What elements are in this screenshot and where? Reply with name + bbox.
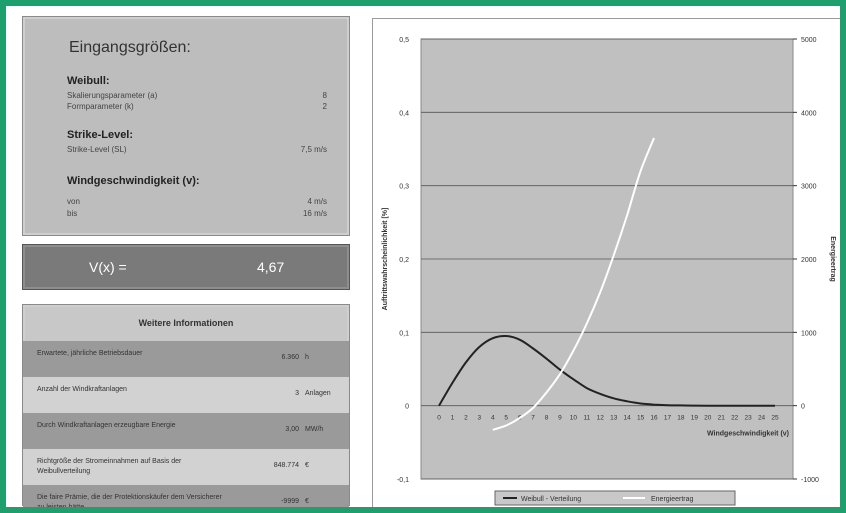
x-tick-label: 10 <box>570 415 578 422</box>
x-tick-label: 5 <box>504 415 508 422</box>
y2-tick-label: 5000 <box>801 37 817 44</box>
y-tick-label: 0,5 <box>399 37 409 44</box>
x-tick-label: 25 <box>771 415 779 422</box>
scale-parameter-value[interactable]: 8 <box>322 91 327 100</box>
strike-level-label: Strike-Level (SL) <box>67 145 127 154</box>
y-tick-label: 0 <box>405 404 409 411</box>
x-tick-label: 0 <box>437 415 441 422</box>
x-tick-label: 19 <box>691 415 699 422</box>
legend-label-energy: Energieertrag <box>651 496 694 503</box>
info-row-turbine-count: Anzahl der Windkraftanlagen 3 Anlagen <box>23 377 349 413</box>
shape-parameter-label: Formparameter (k) <box>67 102 134 111</box>
shape-parameter-value[interactable]: 2 <box>322 102 327 111</box>
x-tick-label: 24 <box>758 415 766 422</box>
further-info-panel: Weitere Informationen Erwartete, jährlic… <box>22 304 350 507</box>
y-tick-label: 0,2 <box>399 257 409 264</box>
left-panel: Eingangsgrößen: Weibull: Skalierungspara… <box>6 6 366 507</box>
result-panel: V(x) = 4,67 <box>22 244 350 290</box>
x-tick-label: 15 <box>637 415 645 422</box>
x-tick-label: 1 <box>451 415 455 422</box>
x-axis-label: Windgeschwindigkeit (v) <box>707 431 789 438</box>
strike-level-heading: Strike-Level: <box>67 129 134 141</box>
weibull-chart: -0,1 0 0,1 0,2 0,3 0,4 0,5 -1000 0 1000 2000 3000 4… <box>372 18 840 507</box>
strike-level-row: Strike-Level (SL) 7,5 m/s <box>67 145 327 157</box>
scale-parameter-label: Skalierungsparameter (a) <box>67 91 158 100</box>
info-value: 3,00 <box>285 426 299 433</box>
x-tick-label: 14 <box>624 415 632 422</box>
result-label: V(x) = <box>89 259 127 275</box>
wind-from-label: von <box>67 197 80 206</box>
info-row-operating-hours: Erwartete, jährliche Betriebsdauer 6.360… <box>23 341 349 377</box>
x-tick-label: 23 <box>745 415 753 422</box>
y2-tick-label: 0 <box>801 404 805 411</box>
x-tick-label: 13 <box>610 415 618 422</box>
x-tick-label: 21 <box>718 415 726 422</box>
x-tick-label: 7 <box>531 415 535 422</box>
y-axis-label: Auftrittswahrscheinlichkeit [%] <box>382 208 389 311</box>
chart-legend: Weibull - Verteilung Energieertrag <box>494 490 736 506</box>
y2-tick-label: 2000 <box>801 257 817 264</box>
x-tick-label: 11 <box>583 415 590 422</box>
y2-tick-label: -1000 <box>801 477 819 484</box>
legend-box <box>494 490 736 506</box>
info-label: Durch Windkraftanlagen erzeugbare Energi… <box>37 422 176 429</box>
x-tick-label: 20 <box>704 415 712 422</box>
wind-from-value[interactable]: 4 m/s <box>307 197 327 206</box>
weibull-heading: Weibull: <box>67 75 110 87</box>
inputs-title: Eingangsgrößen: <box>69 39 191 56</box>
x-tick-label: 18 <box>677 415 685 422</box>
x-tick-label: 3 <box>478 415 482 422</box>
info-unit: € <box>305 498 309 505</box>
info-unit: € <box>305 462 309 469</box>
x-tick-label: 2 <box>464 415 468 422</box>
info-row-energy: Durch Windkraftanlagen erzeugbare Energi… <box>23 413 349 449</box>
x-tick-label: 16 <box>650 415 658 422</box>
info-label: Erwartete, jährliche Betriebsdauer <box>37 350 143 357</box>
input-parameters-panel: Eingangsgrößen: Weibull: Skalierungspara… <box>22 16 350 236</box>
x-tick-label: 4 <box>491 415 495 422</box>
wind-speed-heading: Windgeschwindigkeit (v): <box>67 175 200 187</box>
x-tick-label: 8 <box>545 415 549 422</box>
info-value: 3 <box>295 390 299 397</box>
y-tick-label: -0,1 <box>397 477 409 484</box>
y2-tick-label: 1000 <box>801 330 817 337</box>
y-tick-label: 0,4 <box>399 110 409 117</box>
info-label: Richtgröße der Stromeinnahmen auf Basis … <box>37 458 182 475</box>
info-unit: h <box>305 354 309 361</box>
wind-to-value[interactable]: 16 m/s <box>302 209 327 218</box>
series-energy-line <box>492 137 655 431</box>
scale-parameter-row: Skalierungsparameter (a) 8 <box>67 91 327 103</box>
info-value: 848.774 <box>273 462 299 469</box>
info-value: 6.360 <box>281 354 299 361</box>
x-tick-label: 12 <box>597 415 605 422</box>
info-row-revenue: Richtgröße der Stromeinnahmen auf Basis … <box>23 449 349 485</box>
shape-parameter-row: Formparameter (k) 2 <box>67 102 327 114</box>
y-tick-label: 0,1 <box>399 330 409 337</box>
legend-label-weibull: Weibull - Verteilung <box>521 496 581 503</box>
y2-tick-label: 3000 <box>801 184 817 191</box>
info-row-premium: Die faire Prämie, die der Protektionskäu… <box>23 485 349 507</box>
further-info-heading: Weitere Informationen <box>138 318 234 328</box>
x-tick-label: 9 <box>558 415 562 422</box>
series-weibull-line <box>438 334 775 407</box>
y2-tick-label: 4000 <box>801 110 817 117</box>
info-value: -9999 <box>281 498 299 505</box>
info-label: Anzahl der Windkraftanlagen <box>37 386 127 393</box>
chart-svg: -0,1 0 0,1 0,2 0,3 0,4 0,5 -1000 0 1000 2000 3000 4… <box>382 37 836 506</box>
y-tick-label: 0,3 <box>399 184 409 191</box>
y2-axis-label: Energieertrag <box>829 236 836 282</box>
info-label: Die faire Prämie, die der Protektionskäu… <box>37 494 222 507</box>
wind-to-row: bis 16 m/s <box>67 209 327 221</box>
wind-to-label: bis <box>67 209 78 218</box>
app-frame: Eingangsgrößen: Weibull: Skalierungspara… <box>6 6 840 507</box>
wind-from-row: von 4 m/s <box>67 197 327 209</box>
info-unit: Anlagen <box>305 390 331 397</box>
result-value: 4,67 <box>257 259 285 275</box>
info-unit: MW/h <box>305 426 324 433</box>
strike-level-value[interactable]: 7,5 m/s <box>300 145 327 154</box>
x-tick-label: 17 <box>664 415 672 422</box>
x-tick-label: 22 <box>731 415 739 422</box>
